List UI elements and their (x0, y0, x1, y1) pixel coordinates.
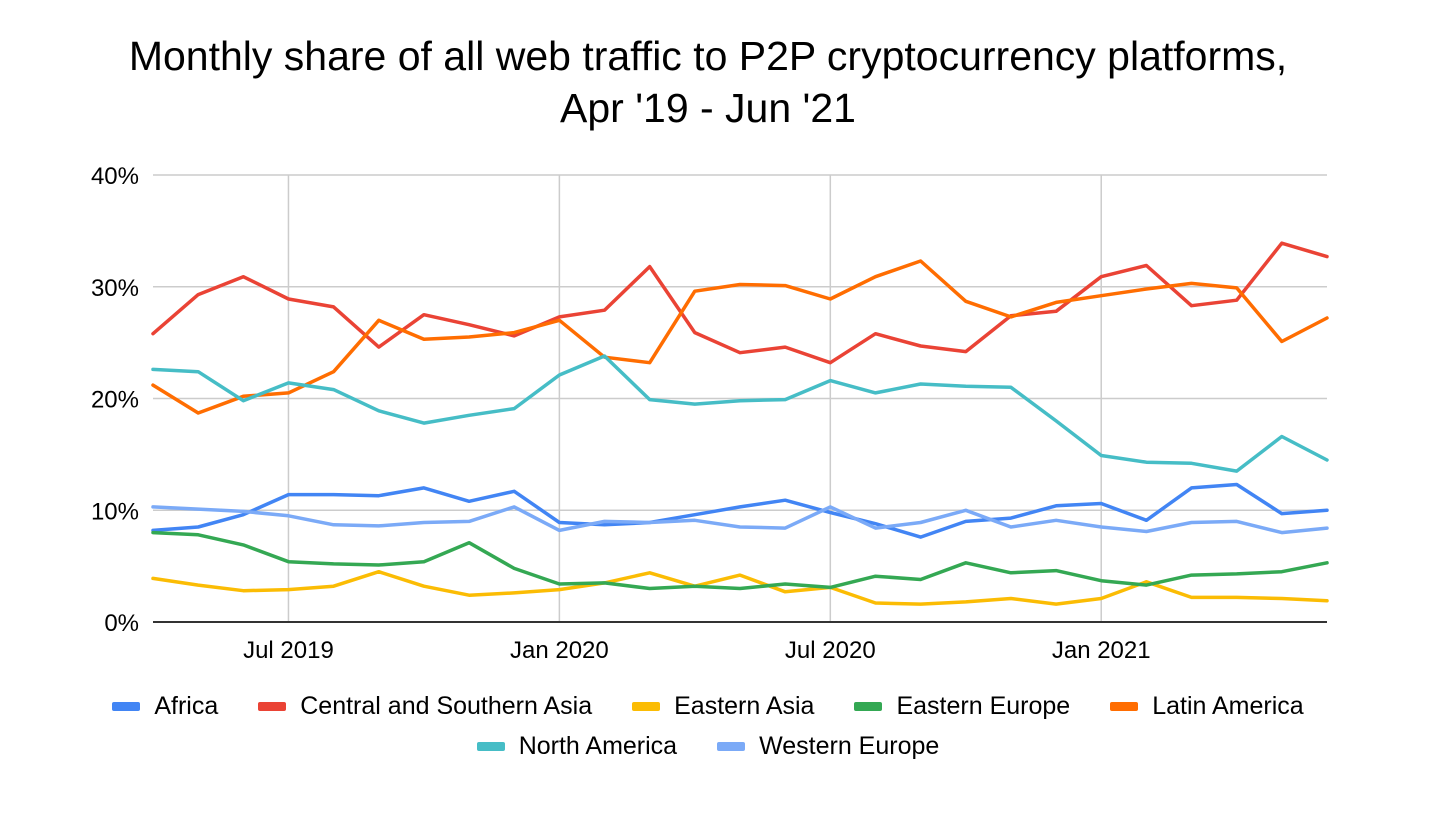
gridlines (153, 174, 1327, 622)
legend-swatch (717, 742, 746, 751)
x-tick-label: Jul 2020 (785, 637, 876, 664)
y-tick-label: 10% (91, 498, 139, 525)
chart-title-line-1: Monthly share of all web traffic to P2P … (128, 33, 1288, 79)
x-tick-label: Jul 2019 (243, 637, 334, 664)
y-tick-label: 20% (91, 387, 139, 414)
y-tick-label: 0% (104, 610, 139, 637)
axes: 0% 10% 20% 30% 40% Jul 2019 Jan 2020 Jul 2020 Ja… (91, 163, 1327, 664)
series-line-western-europe (151, 505, 1329, 535)
series-line-central-and-southern-asia (151, 241, 1329, 365)
legend-label: Central and Southern Asia (300, 692, 593, 720)
legend-swatch (476, 742, 505, 751)
series-line-latin-america (151, 259, 1329, 415)
series-line-north-america (151, 354, 1329, 473)
series-line-eastern-europe (151, 530, 1329, 591)
series-line-africa (151, 482, 1329, 539)
legend-item-north-america[interactable]: North America (476, 732, 678, 761)
legend-item-eastern-europe[interactable]: Eastern Europe (854, 692, 1070, 721)
legend-item-eastern-asia[interactable]: Eastern Asia (632, 692, 814, 721)
legend-label: Latin America (1152, 692, 1304, 720)
series-line-eastern-asia (151, 569, 1329, 606)
legend-item-western-europe[interactable]: Western Europe (717, 732, 939, 761)
legend-swatch (1110, 702, 1139, 711)
chart-title: Monthly share of all web traffic to P2P … (0, 30, 1416, 134)
legend-label: North America (518, 732, 678, 760)
legend-swatch (112, 702, 141, 711)
legend-label: Western Europe (759, 732, 940, 760)
y-tick-label: 40% (91, 163, 139, 190)
x-tick-label: Jan 2020 (510, 637, 609, 664)
legend-item-africa[interactable]: Africa (112, 692, 218, 721)
legend-swatch (258, 702, 287, 711)
legend-label: Africa (154, 692, 219, 720)
legend-row: North America Western Europe (0, 732, 1416, 761)
chart-title-line-2: Apr '19 - Jun '21 (560, 85, 856, 131)
legend-row: Africa Central and Southern Asia Eastern A… (0, 692, 1416, 721)
y-tick-label: 30% (91, 275, 139, 302)
x-tick-label: Jan 2021 (1052, 637, 1151, 664)
legend-item-central-and-southern-asia[interactable]: Central and Southern Asia (258, 692, 592, 721)
legend-swatch (632, 702, 661, 711)
legend-swatch (854, 702, 883, 711)
series-lines (151, 241, 1329, 606)
legend-label: Eastern Asia (674, 692, 815, 720)
legend-item-latin-america[interactable]: Latin America (1110, 692, 1304, 721)
legend-label: Eastern Europe (896, 692, 1071, 720)
